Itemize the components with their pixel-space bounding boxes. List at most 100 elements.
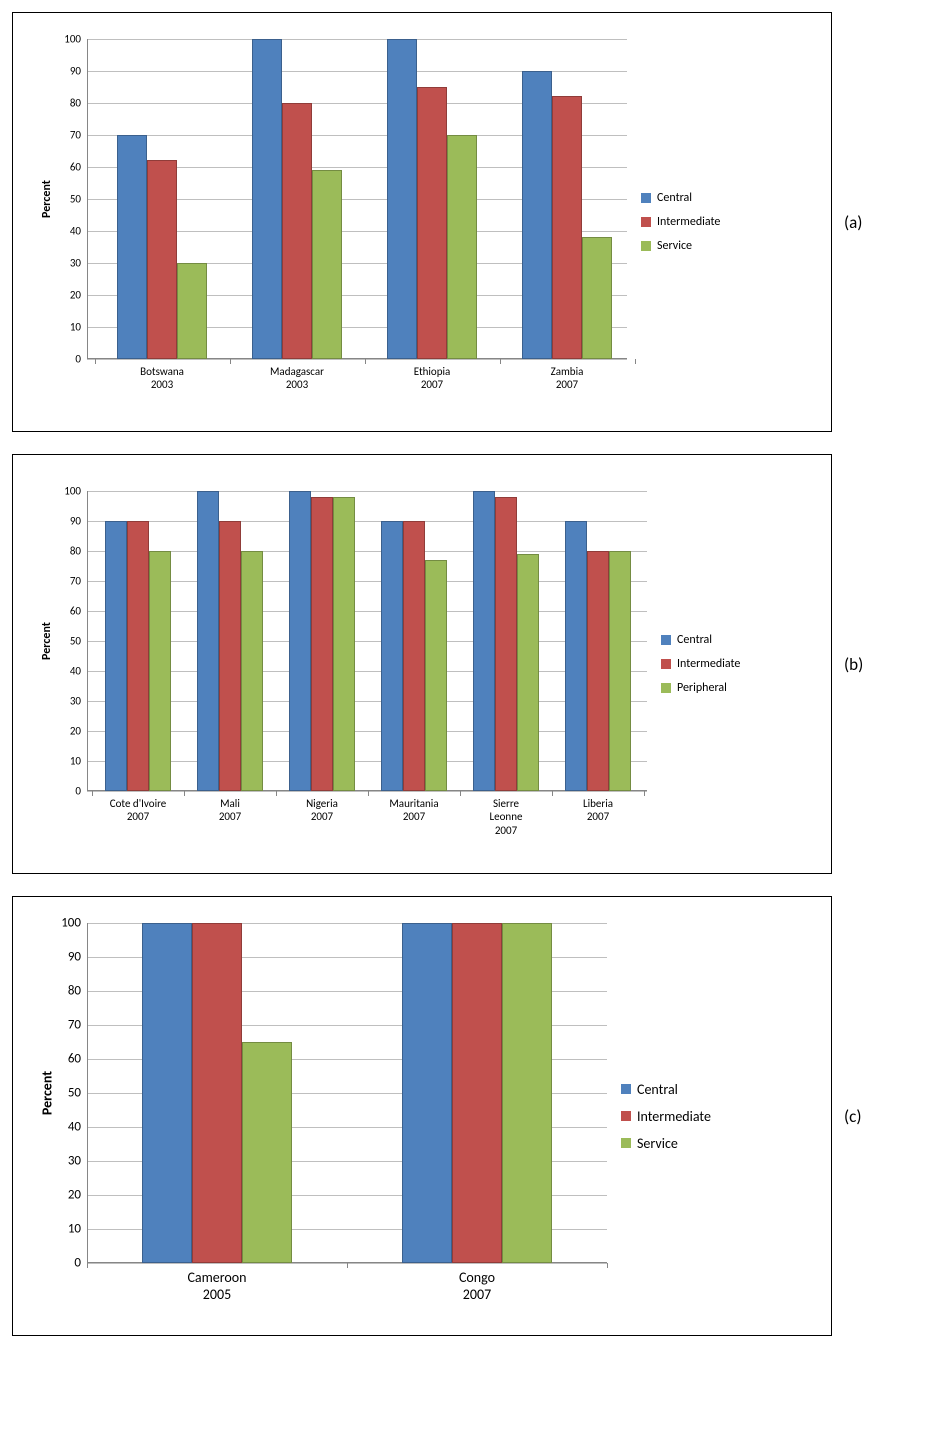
y-tick-label: 0: [75, 784, 87, 797]
chart-area: Percent0102030405060708090100Cote d'Ivoi…: [27, 483, 647, 846]
legend-item: Service: [641, 239, 720, 253]
x-label-line: Mali: [220, 797, 240, 810]
panel-label: (b): [844, 654, 868, 675]
bar: [381, 521, 403, 791]
y-tick-label: 90: [68, 949, 87, 964]
x-tick-mark: [552, 791, 553, 796]
chart-legend: CentralIntermediatePeripheral: [661, 633, 740, 695]
y-tick-label: 90: [70, 64, 87, 77]
x-tick-mark: [635, 359, 636, 364]
chart-area: Percent0102030405060708090100Botswana200…: [27, 31, 627, 414]
y-tick-label: 0: [74, 1255, 87, 1270]
x-category-label: Liberia2007: [583, 791, 613, 825]
y-tick-label: 10: [68, 1221, 87, 1236]
x-label-line: Cameroon: [187, 1269, 246, 1286]
x-tick-mark: [368, 791, 369, 796]
x-tick-mark: [92, 791, 93, 796]
x-category-label: Mauritania2007: [389, 791, 438, 825]
x-tick-mark: [87, 1263, 88, 1268]
x-label-line: Zambia: [551, 365, 584, 378]
y-tick-label: 90: [70, 514, 87, 527]
bar: [242, 1042, 292, 1263]
x-label-line: 2007: [463, 1286, 491, 1303]
bars-layer: [87, 39, 627, 359]
y-tick-label: 40: [68, 1119, 87, 1134]
bar: [311, 497, 333, 791]
bar: [502, 923, 552, 1263]
legend-item: Intermediate: [621, 1108, 711, 1125]
y-tick-label: 20: [68, 1187, 87, 1202]
legend-item: Intermediate: [641, 215, 720, 229]
bar: [142, 923, 192, 1263]
bar: [219, 521, 241, 791]
bar: [587, 551, 609, 791]
x-label-line: 2007: [587, 810, 609, 823]
legend-swatch-icon: [661, 683, 671, 693]
bar: [127, 521, 149, 791]
x-label-line: 2003: [286, 378, 308, 391]
x-label-line: Congo: [459, 1269, 495, 1286]
legend-item: Service: [621, 1135, 711, 1152]
legend-swatch-icon: [621, 1084, 631, 1094]
y-tick-label: 10: [70, 754, 87, 767]
bar: [403, 521, 425, 791]
bar: [522, 71, 552, 359]
gridline: [87, 791, 647, 792]
legend-swatch-icon: [641, 193, 651, 203]
x-label-line: Liberia: [583, 797, 613, 810]
x-label-line: Nigeria: [306, 797, 338, 810]
bar: [333, 497, 355, 791]
bar: [447, 135, 477, 359]
y-tick-label: 60: [70, 604, 87, 617]
y-tick-label: 70: [70, 574, 87, 587]
y-tick-label: 20: [70, 724, 87, 737]
legend-item: Central: [661, 633, 740, 647]
x-label-line: Sierre: [493, 797, 519, 810]
legend-label: Intermediate: [637, 1108, 711, 1125]
legend-label: Central: [657, 191, 692, 205]
x-tick-mark: [276, 791, 277, 796]
x-category-label: Nigeria2007: [306, 791, 338, 825]
y-axis-title: Percent: [40, 622, 54, 660]
x-label-line: Mauritania: [389, 797, 438, 810]
y-axis-title: Percent: [40, 180, 54, 218]
chart-panel-row-a: Percent0102030405060708090100Botswana200…: [12, 12, 916, 432]
chart-plot: Percent0102030405060708090100Botswana200…: [87, 39, 627, 359]
x-label-line: 2007: [556, 378, 578, 391]
bar: [252, 39, 282, 359]
x-label-line: Botswana: [140, 365, 184, 378]
bar: [147, 160, 177, 358]
x-tick-mark: [230, 359, 231, 364]
legend-swatch-icon: [621, 1138, 631, 1148]
bar: [105, 521, 127, 791]
legend-swatch-icon: [661, 635, 671, 645]
x-tick-mark: [460, 791, 461, 796]
y-tick-label: 100: [61, 915, 87, 930]
y-tick-label: 60: [70, 160, 87, 173]
bar: [289, 491, 311, 791]
x-category-label: Ethiopia2007: [414, 359, 451, 393]
x-tick-mark: [500, 359, 501, 364]
x-category-label: Botswana2003: [140, 359, 184, 393]
bars-layer: [87, 491, 647, 791]
y-tick-label: 100: [64, 32, 87, 45]
y-tick-label: 50: [70, 634, 87, 647]
y-tick-label: 50: [70, 192, 87, 205]
y-tick-label: 10: [70, 320, 87, 333]
legend-item: Central: [641, 191, 720, 205]
bar: [417, 87, 447, 359]
x-category-label: Cote d'Ivoire2007: [110, 791, 167, 825]
panel-label: (a): [844, 212, 868, 233]
x-label-line: 2005: [203, 1286, 231, 1303]
bar: [197, 491, 219, 791]
y-tick-label: 80: [68, 983, 87, 998]
bar: [425, 560, 447, 791]
x-tick-mark: [644, 791, 645, 796]
x-tick-mark: [184, 791, 185, 796]
legend-label: Peripheral: [677, 681, 727, 695]
y-tick-label: 0: [75, 352, 87, 365]
x-label-line: 2003: [151, 378, 173, 391]
legend-label: Central: [637, 1081, 678, 1098]
bar: [473, 491, 495, 791]
y-tick-label: 80: [70, 96, 87, 109]
